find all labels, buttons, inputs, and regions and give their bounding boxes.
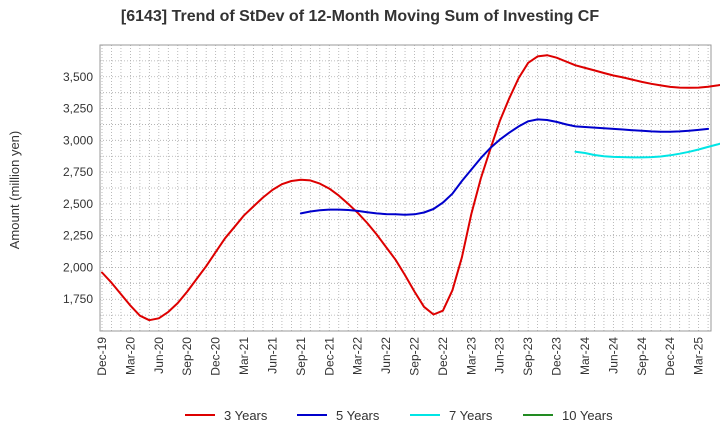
x-tick-label: Sep-21 (294, 337, 308, 376)
x-tick-label: Jun-21 (265, 337, 279, 374)
y-tick-label: 3,250 (63, 102, 93, 116)
y-tick-label: 1,750 (63, 292, 93, 306)
y-tick-label: 2,750 (63, 165, 93, 179)
x-tick-label: Jun-23 (493, 337, 507, 374)
x-tick-label: Mar-21 (237, 337, 251, 375)
legend-label: 3 Years (224, 408, 268, 423)
x-tick-label: Jun-20 (152, 337, 166, 374)
series-line-5-years (299, 118, 710, 216)
x-tick-label: Mar-25 (692, 337, 706, 375)
legend: 3 Years 5 Years 7 Years 10 Years (185, 408, 613, 423)
legend-label: 5 Years (336, 408, 380, 423)
plot-frame (99, 44, 712, 332)
x-tick-label: Dec-21 (322, 337, 336, 376)
legend-item: 3 Years (185, 408, 268, 423)
x-tick-label: Jun-22 (379, 337, 393, 374)
x-tick-label: Dec-19 (95, 337, 109, 376)
x-tick-label: Mar-23 (464, 337, 478, 375)
y-axis-ticks: 3,500 3,250 3,000 2,750 2,500 2,250 2,000 1,750 (63, 70, 93, 306)
x-tick-label: Sep-20 (180, 337, 194, 376)
x-tick-label: Mar-22 (351, 337, 365, 375)
chart-title: [6143] Trend of StDev of 12-Month Moving… (120, 8, 600, 25)
y-tick-label: 3,500 (63, 70, 93, 84)
series-layer (101, 54, 720, 322)
x-axis-ticks: Dec-19 Mar-20 Jun-20 Sep-20 Dec-20 Mar-21 Jun-… (95, 337, 706, 376)
legend-item: 10 Years (523, 408, 613, 423)
x-tick-label: Dec-22 (436, 337, 450, 376)
x-tick-label: Jun-24 (606, 337, 620, 374)
x-tick-label: Sep-23 (521, 337, 535, 376)
legend-label: 7 Years (449, 408, 493, 423)
legend-label: 10 Years (562, 408, 613, 423)
series-line-7-years (574, 142, 720, 159)
x-tick-label: Sep-24 (635, 337, 649, 376)
legend-item: 7 Years (410, 408, 493, 423)
grid-layer (100, 44, 711, 332)
x-tick-label: Dec-24 (663, 337, 677, 376)
y-tick-label: 2,500 (63, 197, 93, 211)
y-tick-label: 2,000 (63, 260, 93, 274)
x-tick-label: Mar-24 (578, 337, 592, 375)
x-tick-label: Dec-20 (209, 337, 223, 376)
x-tick-label: Sep-22 (408, 337, 422, 376)
y-tick-label: 3,000 (63, 133, 93, 147)
y-tick-label: 2,250 (63, 229, 93, 243)
legend-item: 5 Years (297, 408, 380, 423)
y-axis-label: Amount (million yen) (7, 131, 22, 250)
x-tick-label: Mar-20 (123, 337, 137, 375)
x-tick-label: Dec-23 (550, 337, 564, 376)
series-line-3-years (101, 54, 720, 322)
